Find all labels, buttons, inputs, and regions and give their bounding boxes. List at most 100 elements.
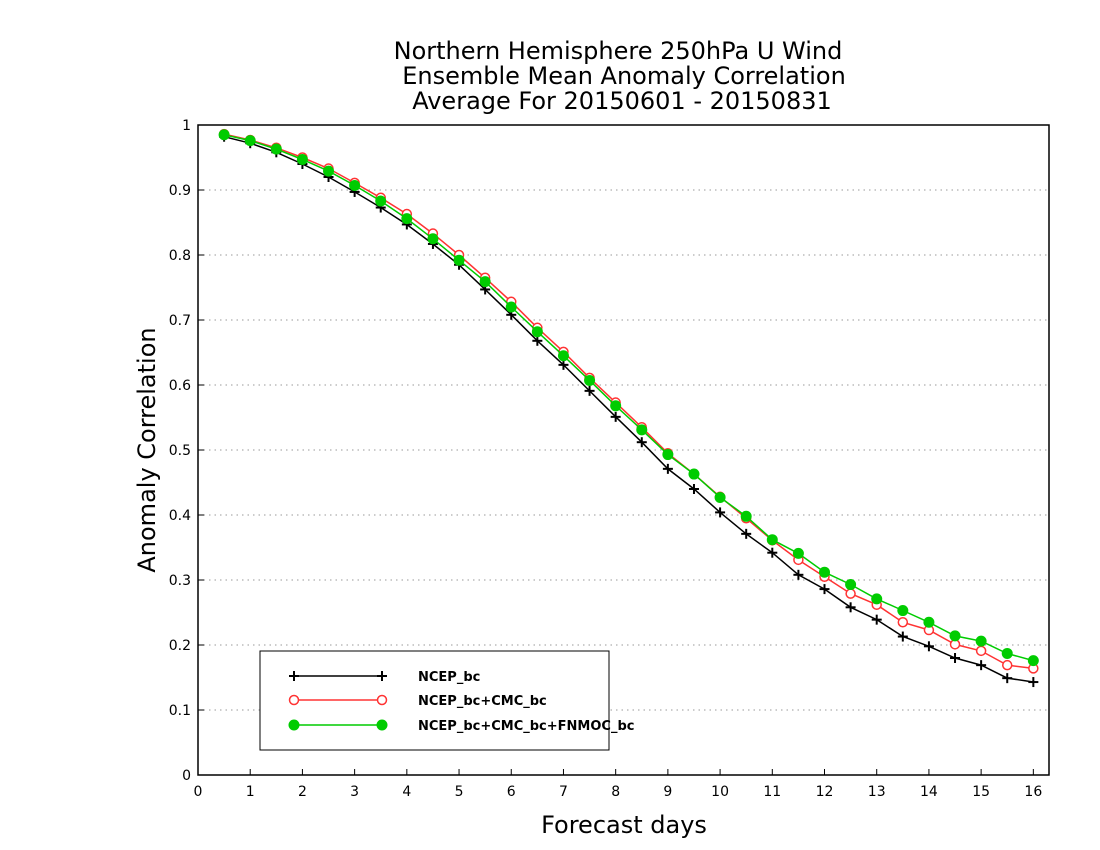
legend-label: NCEP_bc bbox=[418, 670, 480, 685]
data-point bbox=[558, 359, 569, 370]
chart-title: Northern Hemisphere 250hPa U Wind Ensemb… bbox=[394, 37, 846, 115]
data-point bbox=[871, 593, 883, 605]
data-point bbox=[949, 630, 961, 642]
title-line-1: Northern Hemisphere 250hPa U Wind bbox=[394, 37, 843, 65]
data-point bbox=[662, 449, 674, 461]
data-point bbox=[819, 584, 830, 595]
x-tick-label: 15 bbox=[972, 784, 990, 800]
data-point bbox=[479, 276, 491, 288]
data-point bbox=[636, 424, 648, 436]
axis-ticks: 00.10.20.30.40.50.60.70.80.910 1 2 3 4 5 6 7 8 9 1… bbox=[169, 118, 1043, 800]
data-point bbox=[296, 153, 308, 165]
title-line-2: Ensemble Mean Anomaly Correlation bbox=[402, 62, 846, 90]
data-point bbox=[610, 411, 621, 422]
y-tick-label: 0.7 bbox=[169, 313, 191, 329]
y-tick-label: 1 bbox=[182, 118, 191, 134]
x-tick-label: 10 bbox=[711, 784, 729, 800]
data-point bbox=[766, 534, 778, 546]
y-tick-label: 0.9 bbox=[169, 183, 191, 199]
data-point bbox=[897, 631, 908, 642]
series-line bbox=[223, 133, 1034, 670]
data-point bbox=[819, 566, 831, 578]
legend-marker bbox=[377, 671, 387, 681]
data-point bbox=[636, 437, 647, 448]
legend-marker bbox=[288, 694, 300, 706]
data-point bbox=[975, 645, 987, 657]
data-point bbox=[897, 617, 909, 628]
data-point bbox=[741, 528, 752, 539]
data-point bbox=[1001, 647, 1013, 659]
x-tick-label: 3 bbox=[350, 784, 359, 800]
data-point bbox=[1002, 673, 1013, 684]
x-tick-label: 7 bbox=[559, 784, 568, 800]
data-point bbox=[1028, 677, 1039, 688]
data-point bbox=[923, 641, 934, 652]
series-1 bbox=[219, 131, 1039, 688]
y-tick-label: 0.2 bbox=[169, 638, 191, 654]
grid-lines bbox=[198, 189, 1049, 711]
data-point bbox=[401, 213, 413, 225]
x-tick-label: 8 bbox=[611, 784, 620, 800]
data-point bbox=[688, 484, 699, 494]
data-point bbox=[845, 602, 856, 613]
legend-item: NCEP_bc bbox=[289, 670, 480, 685]
legend-marker bbox=[289, 671, 299, 681]
x-tick-label: 4 bbox=[402, 784, 411, 800]
x-tick-label: 0 bbox=[194, 784, 203, 800]
legend-item: NCEP_bc+CMC_bc bbox=[288, 694, 547, 709]
data-point bbox=[532, 335, 543, 346]
data-point bbox=[244, 135, 256, 147]
x-tick-label: 16 bbox=[1024, 784, 1042, 800]
y-tick-label: 0.1 bbox=[169, 703, 191, 719]
y-axis-title: Anomaly Correlation bbox=[133, 327, 161, 572]
legend: NCEP_bc NCEP_bc+CMC_bc NCEP_bc+CMC_bc+FNMO… bbox=[259, 650, 634, 751]
data-point bbox=[950, 653, 961, 663]
data-point bbox=[767, 547, 778, 558]
data-point bbox=[976, 660, 987, 671]
data-point bbox=[688, 468, 700, 480]
legend-items: NCEP_bc NCEP_bc+CMC_bc NCEP_bc+CMC_bc+FNMO… bbox=[288, 670, 634, 734]
data-point bbox=[923, 616, 935, 628]
legend-label: NCEP_bc+CMC_bc bbox=[418, 694, 547, 709]
data-point bbox=[975, 635, 987, 647]
y-tick-label: 0.3 bbox=[169, 573, 191, 589]
x-tick-label: 13 bbox=[868, 784, 886, 800]
data-point bbox=[270, 143, 282, 155]
legend-marker bbox=[376, 694, 388, 706]
legend-marker bbox=[288, 719, 300, 731]
data-point bbox=[349, 179, 361, 191]
x-tick-label: 11 bbox=[763, 784, 781, 800]
x-tick-label: 9 bbox=[663, 784, 672, 800]
x-tick-label: 12 bbox=[816, 784, 834, 800]
series-2 bbox=[218, 128, 1039, 674]
y-tick-label: 0 bbox=[182, 768, 191, 784]
data-point bbox=[715, 507, 726, 518]
legend-item: NCEP_bc+CMC_bc+FNMOC_bc bbox=[288, 719, 634, 734]
x-tick-label: 6 bbox=[507, 784, 516, 800]
x-tick-label: 2 bbox=[298, 784, 307, 800]
data-point bbox=[792, 547, 804, 559]
y-tick-label: 0.5 bbox=[169, 443, 191, 459]
data-point bbox=[323, 165, 335, 177]
x-axis-title: Forecast days bbox=[541, 811, 707, 839]
data-series bbox=[218, 128, 1039, 688]
x-tick-label: 14 bbox=[920, 784, 938, 800]
legend-label: NCEP_bc+CMC_bc+FNMOC_bc bbox=[418, 719, 634, 734]
data-point bbox=[793, 569, 804, 580]
x-tick-label: 5 bbox=[455, 784, 464, 800]
data-point bbox=[845, 579, 857, 591]
data-point bbox=[871, 614, 882, 625]
data-point bbox=[740, 510, 752, 522]
data-point bbox=[714, 491, 726, 503]
series-3 bbox=[218, 129, 1039, 667]
series-line bbox=[223, 135, 1034, 683]
data-point bbox=[453, 254, 465, 266]
data-point bbox=[1001, 659, 1013, 671]
data-point bbox=[584, 385, 595, 396]
data-point bbox=[584, 374, 596, 386]
data-point bbox=[610, 400, 622, 412]
data-point bbox=[218, 129, 230, 141]
data-point bbox=[505, 301, 517, 313]
title-line-3: Average For 20150601 - 20150831 bbox=[412, 87, 832, 115]
